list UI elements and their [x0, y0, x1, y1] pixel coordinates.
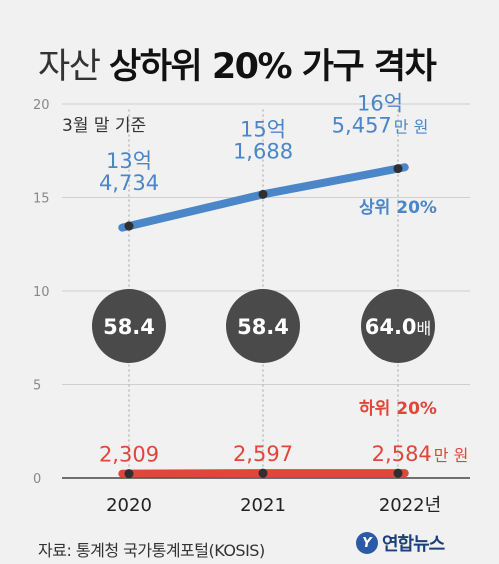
x-tick-label: 2021 [240, 495, 286, 516]
ratio-circle [226, 289, 300, 363]
line-chart: 0 5 10 15 20 3월 말 기준 2020 2021 2022년 58.4 58.4 64.0… [33, 92, 470, 516]
x-tick-label: 2020 [106, 495, 152, 516]
bottom20-series-name: 하위 20% [359, 399, 437, 419]
note-label: 3월 말 기준 [62, 116, 146, 136]
top20-point [124, 221, 134, 231]
chart-title: 자산 상하위 20% 가구 격차 [38, 38, 437, 89]
chart-title-bold: 상하위 20% 가구 격차 [109, 47, 437, 87]
top20-data-label-line1: 15억 [240, 117, 286, 141]
logo-text: 연합뉴스 [382, 534, 445, 555]
bottom20-point [258, 468, 268, 478]
bottom20-data-label: 2,597 [233, 442, 293, 466]
ratio-circle [361, 289, 435, 363]
y-tick-label: 0 [33, 472, 41, 487]
top20-data-label-line2: 1,688 [233, 139, 293, 163]
ratio-label: 58.4 [103, 315, 155, 339]
top20-point [258, 189, 268, 199]
bottom20-point [393, 468, 403, 478]
ratio-label: 64.0배 [365, 315, 432, 339]
yonhap-logo-icon: Y [356, 532, 378, 554]
top20-data-label-line1: 16억 [357, 92, 403, 116]
y-tick-label: 15 [33, 192, 50, 207]
y-tick-label: 20 [33, 98, 50, 113]
source-note: 자료: 통계청 국가통계포털(KOSIS) [38, 541, 265, 560]
top20-data-label-line1: 13억 [106, 149, 152, 173]
top20-series-name: 상위 20% [359, 198, 437, 218]
y-tick-label: 10 [33, 285, 50, 300]
bottom20-data-label: 2,584 만 원 [372, 442, 469, 466]
top20-point [393, 164, 403, 174]
bottom20-data-label: 2,309 [99, 443, 159, 467]
top20-data-label-line2: 5,457 만 원 [332, 114, 429, 138]
publisher-logo: Y 연합뉴스 [356, 530, 445, 556]
ratio-label: 58.4 [237, 315, 289, 339]
x-tick-label: 2022년 [379, 495, 441, 516]
chart-title-light: 자산 [38, 47, 101, 87]
top20-data-label-line2: 4,734 [99, 171, 159, 195]
y-tick-label: 5 [33, 379, 41, 394]
bottom20-point [124, 469, 134, 479]
ratio-circle [92, 289, 166, 363]
